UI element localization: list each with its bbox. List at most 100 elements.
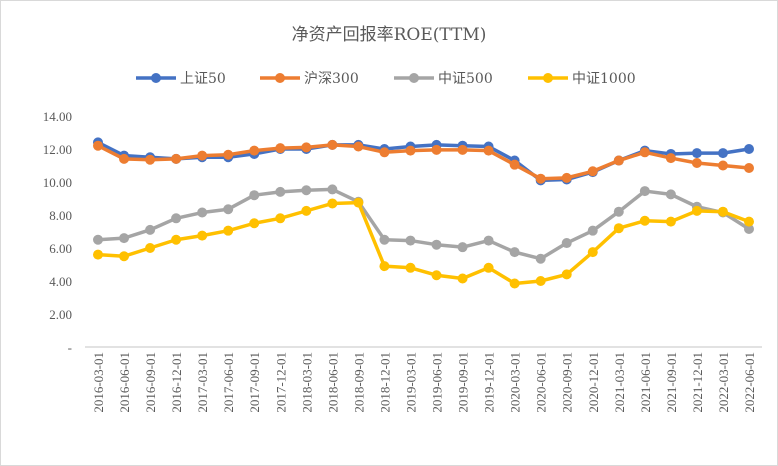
data-point (405, 145, 416, 156)
data-point (405, 235, 416, 246)
data-point (93, 249, 103, 260)
x-axis: 2016-03-01 2016-06-01 2016-09-01 2016-12-01… (85, 346, 762, 413)
data-point (691, 205, 702, 216)
data-point (665, 189, 676, 200)
data-point (145, 243, 156, 253)
data-point (431, 144, 442, 155)
x-tick-label: 2019-03-01 (403, 352, 418, 413)
data-point (535, 253, 546, 264)
data-point (275, 143, 286, 154)
data-point (744, 224, 754, 235)
chart-title: 净资产回报率ROE(TTM) (292, 25, 487, 45)
x-tick-label: 2021-06-01 (638, 352, 653, 413)
x-tick-label: 2018-09-01 (351, 352, 366, 413)
data-point (483, 235, 494, 246)
x-tick-label: 2022-03-01 (716, 352, 731, 413)
data-point (249, 145, 260, 156)
data-point (561, 238, 572, 249)
x-tick-label: 2019-06-01 (430, 352, 445, 413)
legend: 上证50 沪深300 中证500 中证1000 (136, 71, 636, 87)
legend-label: 上证50 (180, 71, 226, 87)
y-tick-label: 14.00 (43, 109, 72, 124)
x-tick-label: 2017-12-01 (273, 352, 288, 413)
data-point (613, 155, 624, 166)
x-tick-label: 2019-09-01 (456, 352, 471, 413)
data-point (613, 206, 624, 217)
x-tick-label: 2021-12-01 (690, 352, 705, 413)
y-tick-label: 6.00 (49, 241, 72, 256)
legend-item: 中证500 (394, 71, 493, 87)
data-point (327, 198, 338, 209)
x-tick-label: 2021-09-01 (664, 352, 679, 413)
data-point (119, 233, 130, 244)
data-point (197, 150, 208, 161)
data-point (327, 139, 338, 150)
legend-label: 中证1000 (572, 71, 636, 87)
data-point (509, 278, 520, 289)
data-point (379, 261, 390, 272)
data-point (717, 206, 728, 217)
data-point (717, 148, 728, 159)
data-point (197, 230, 208, 241)
data-point (145, 224, 156, 235)
data-point (249, 218, 260, 229)
data-point (691, 148, 702, 159)
data-point (275, 186, 286, 197)
data-point (301, 185, 312, 196)
series-0 (93, 137, 754, 186)
series-3 (93, 197, 754, 289)
data-point (93, 234, 103, 245)
data-point (223, 149, 234, 160)
data-point (483, 145, 494, 156)
x-tick-label: 2017-03-01 (195, 352, 210, 413)
y-tick-label: 4.00 (49, 274, 72, 289)
data-point (171, 213, 182, 224)
x-tick-label: 2018-06-01 (325, 352, 340, 413)
data-point (744, 216, 754, 227)
y-tick-label: 8.00 (49, 208, 72, 223)
data-point (639, 186, 650, 197)
legend-marker (275, 73, 285, 83)
data-point (249, 190, 260, 201)
y-tick-label: 2.00 (49, 307, 72, 322)
series-line (97, 187, 750, 261)
data-point (535, 173, 546, 184)
legend-label: 沪深300 (304, 71, 359, 87)
legend-label: 中证500 (438, 71, 493, 87)
data-point (353, 197, 364, 208)
data-point (379, 234, 390, 245)
legend-item: 沪深300 (260, 71, 359, 87)
series-line (97, 140, 750, 183)
data-point (744, 144, 754, 154)
data-point (431, 270, 442, 281)
x-tick-label: 2020-03-01 (508, 352, 523, 413)
data-point (561, 172, 572, 183)
data-point (665, 216, 676, 227)
data-point (691, 158, 702, 169)
y-axis: - 2.00 4.00 6.00 8.00 10.00 12.00 14.00 (43, 109, 72, 355)
data-point (119, 251, 130, 262)
data-point (457, 242, 468, 253)
legend-marker (151, 73, 161, 83)
data-point (223, 225, 234, 236)
data-point (639, 215, 650, 226)
x-tick-label: 2019-12-01 (482, 352, 497, 413)
data-point (509, 247, 520, 258)
data-point (665, 153, 676, 164)
data-point (223, 204, 234, 215)
data-point (431, 239, 442, 250)
x-tick-label: 2020-06-01 (534, 352, 549, 413)
data-point (171, 234, 182, 245)
legend-item: 中证1000 (528, 71, 636, 87)
x-tick-label: 2016-09-01 (143, 352, 158, 413)
x-tick-label: 2016-03-01 (91, 352, 106, 413)
data-point (587, 247, 598, 258)
legend-item: 上证50 (136, 71, 226, 87)
x-tick-label: 2016-06-01 (117, 352, 132, 413)
x-tick-label: 2020-09-01 (560, 352, 575, 413)
x-tick-label: 2018-12-01 (377, 352, 392, 413)
x-tick-label: 2016-12-01 (169, 352, 184, 413)
x-tick-label: 2020-12-01 (586, 352, 601, 413)
data-point (457, 144, 468, 155)
